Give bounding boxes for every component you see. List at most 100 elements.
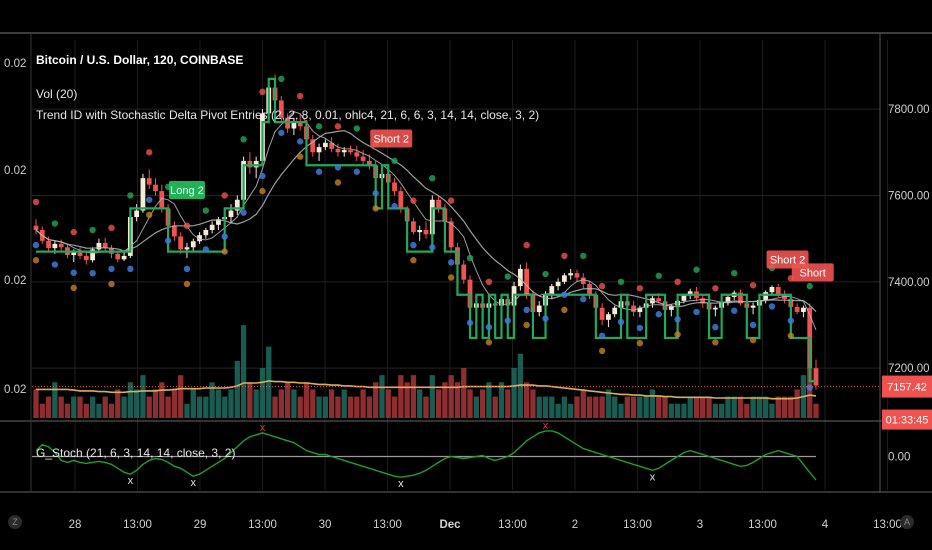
long-signal-label: Long 2 [170,185,204,197]
volume-bar [807,368,813,418]
pivot-dot-high [731,269,738,277]
pivot-dot-low [183,265,191,273]
pivot-dot-low [768,303,776,310]
pivot-dot-high [391,157,398,165]
pivot-dot-entry [410,257,417,264]
price-tag-value: 7157.42 [887,382,927,394]
candle-body [184,247,190,250]
pivot-dot-high [598,282,606,290]
volume-bar [108,403,115,418]
volume-bar [687,396,693,418]
pivot-dot-high [806,282,813,290]
candle-body [668,305,674,310]
volume-bar [417,389,423,418]
pivot-dot-low [580,295,587,303]
pivot-dot-low [108,265,115,273]
volume-bar [240,325,247,418]
pivot-dot-low [372,190,379,197]
time-tick-label: 13:00 [373,519,402,531]
volume-bar [354,396,360,418]
volume-bar [524,382,530,418]
stoch-trough-marker: x [650,471,656,483]
pivot-dot-high [447,197,455,204]
auto-scale-button[interactable]: A [900,515,914,529]
candle-body [461,264,467,280]
candle-body [203,230,209,236]
candle-body [46,240,51,249]
volume-bar [134,389,140,418]
volume-bar [341,389,347,418]
time-tick-label: 13:00 [123,519,152,531]
volume-bar [184,403,190,418]
candle-body [366,160,372,166]
stoch-trough-marker: x [128,475,134,487]
candle-body [159,191,165,209]
volume-bar [33,389,39,418]
pivot-dot-low [89,269,96,277]
volume-bar [297,396,303,418]
candle-body [436,199,441,209]
time-tick-label: Dec [439,519,461,531]
volume-bar [159,382,165,418]
pivot-dot-high [466,254,474,262]
time-tick-label: 13:00 [248,519,277,531]
volume-bar [681,403,687,418]
time-tick-label: 28 [69,519,82,531]
candle-body [775,287,781,295]
volume-bar [737,396,744,418]
volume-bar [542,396,549,418]
candle-body [524,268,530,295]
volume-bar [662,396,668,418]
pivot-dot-entry [447,274,455,281]
price-tick-label: 7200.00 [888,363,930,375]
candle-body [52,243,58,249]
candle-body [801,307,806,313]
volume-bar [637,396,643,418]
time-tick-label: 13:00 [623,519,652,531]
candle-body [631,305,636,313]
pivot-dot-low [410,241,417,249]
volume-ma-line [36,380,817,400]
pivot-dot-low [447,259,455,266]
candle-body [606,314,611,320]
candle-body [329,142,335,149]
countdown-value: 01:33:45 [886,415,929,427]
candle-body [517,268,523,287]
pivot-dot-high [315,123,323,130]
candle-body [171,225,177,237]
volume-bar [712,403,718,418]
volume-bar [549,396,555,418]
pivot-dot-high [51,220,59,227]
countdown-box [882,409,932,430]
volume-bar [272,396,278,418]
volume-bar [391,396,398,418]
pivot-dot-low [259,172,266,180]
volume-bar [763,396,769,418]
pivot-dot-low [523,306,530,314]
candle-body [738,292,743,304]
volume-bar [247,382,253,418]
pivot-dot-low [485,323,493,331]
short-signal-label: Short [800,267,826,279]
volume-bar [794,389,800,418]
zoom-button[interactable]: Z [8,515,22,529]
pivot-dot-low [334,164,342,171]
pivot-dot-entry [636,339,644,347]
pivot-dot-low [806,384,813,391]
stoch-trough-marker: x [191,477,197,489]
pivot-dot-low [655,311,662,318]
volume-bar [291,389,297,418]
volume-bar [750,396,756,418]
candle-body [234,199,240,211]
pivot-dot-high [32,198,40,206]
pivot-dot-entry [787,332,795,339]
candle-body [115,253,121,260]
pivot-dot-high [485,278,493,286]
volume-bar [379,375,385,418]
pivot-dot-high [259,88,266,96]
candle-body [536,305,542,313]
pivot-dot-high [296,92,304,100]
volume-bar [234,360,240,418]
volume-bar [83,403,89,418]
